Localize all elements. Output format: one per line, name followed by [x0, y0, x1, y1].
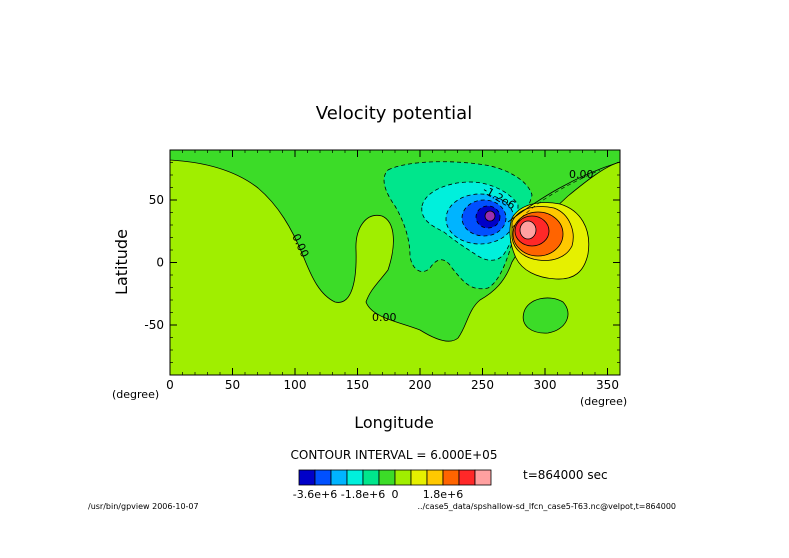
- chart-title: Velocity potential: [316, 103, 472, 124]
- x-tick-label: 150: [346, 378, 369, 392]
- x-tick-label: 50: [225, 378, 240, 392]
- x-tick-label: 100: [284, 378, 307, 392]
- footer-right: ../case5_data/spshallow-sd_lfcn_case5-T6…: [417, 502, 676, 511]
- level-region-plus-30e5: [519, 220, 537, 240]
- colorbar-label: 0: [392, 488, 399, 501]
- colorbar-swatch: [426, 469, 444, 486]
- contour-label-zero-south: 0.00: [372, 311, 397, 324]
- colorbar-swatch: [474, 469, 492, 486]
- footer-left: /usr/bin/gpview 2006-10-07: [88, 502, 199, 511]
- x-axis: 0 50 100 150 200 250 300 350: [166, 150, 621, 392]
- colorbar-swatch: [410, 469, 428, 486]
- x-tick-label: 0: [166, 378, 174, 392]
- y-tick-label: -50: [144, 318, 164, 332]
- time-label: t=864000 sec: [523, 468, 608, 482]
- contour-interval-text: CONTOUR INTERVAL = 6.000E+05: [291, 448, 498, 462]
- colorbar-swatch: [362, 469, 380, 486]
- y-axis: -50 0 50: [144, 149, 620, 376]
- x-tick-label: 350: [596, 378, 619, 392]
- colorbar-swatch: [394, 469, 412, 486]
- x-axis-unit-right: (degree): [580, 395, 627, 408]
- x-tick-label: 300: [534, 378, 557, 392]
- colorbar-label: 1.8e+6: [423, 488, 463, 501]
- contour-fill: [170, 150, 620, 375]
- y-tick-label: 0: [156, 256, 164, 270]
- contour-label-zero-northeast: 0.00: [569, 168, 594, 181]
- colorbar-labels: -3.6e+6 -1.8e+6 0 1.8e+6: [293, 488, 463, 501]
- x-tick-label: 250: [471, 378, 494, 392]
- level-region-minus-36e5: [484, 210, 496, 222]
- zero-contour-line: [507, 161, 620, 223]
- x-axis-unit-left: (degree): [112, 388, 159, 401]
- colorbar-label: -3.6e+6: [293, 488, 337, 501]
- dashed-contour-line: [511, 169, 601, 229]
- y-axis-label: Latitude: [112, 229, 131, 295]
- level-region-southern-negative: [522, 297, 569, 334]
- colorbar-swatch: [346, 469, 364, 486]
- colorbar-label: -1.8e+6: [341, 488, 385, 501]
- x-axis-label: Longitude: [354, 413, 434, 432]
- colorbar: [298, 469, 492, 486]
- colorbar-swatch: [442, 469, 460, 486]
- colorbar-swatch: [330, 469, 348, 486]
- colorbar-swatch: [298, 469, 316, 486]
- x-tick-label: 200: [409, 378, 432, 392]
- colorbar-swatch: [458, 469, 476, 486]
- colorbar-swatch: [314, 469, 332, 486]
- colorbar-swatch: [378, 469, 396, 486]
- y-tick-label: 50: [149, 193, 164, 207]
